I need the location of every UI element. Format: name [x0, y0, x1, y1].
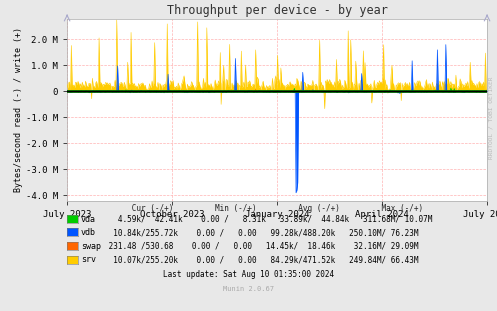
Text: Munin 2.0.67: Munin 2.0.67 — [223, 285, 274, 292]
Text: RRDTOOL / TOBI OETIKER: RRDTOOL / TOBI OETIKER — [489, 77, 494, 160]
Text: srv: srv — [81, 256, 96, 264]
Text: swap: swap — [81, 242, 101, 251]
Text: vdb: vdb — [81, 228, 96, 237]
Text: 231.48 /530.68    0.00 /   0.00   14.45k/  18.46k    32.16M/ 29.09M: 231.48 /530.68 0.00 / 0.00 14.45k/ 18.46… — [104, 242, 419, 251]
Text: vda: vda — [81, 215, 96, 224]
Text: Cur (-/+)         Min (-/+)         Avg (-/+)         Max (-/+): Cur (-/+) Min (-/+) Avg (-/+) Max (-/+) — [67, 204, 423, 213]
Text: 10.07k/255.20k    0.00 /   0.00   84.29k/471.52k   249.84M/ 66.43M: 10.07k/255.20k 0.00 / 0.00 84.29k/471.52… — [104, 256, 419, 264]
Text: 4.59k/  42.41k    0.00 /   8.31k   33.89k/  44.84k   311.68M/ 10.07M: 4.59k/ 42.41k 0.00 / 8.31k 33.89k/ 44.84… — [104, 215, 433, 224]
Y-axis label: Bytes/second read (-) / write (+): Bytes/second read (-) / write (+) — [14, 27, 23, 192]
Text: 10.84k/255.72k    0.00 /   0.00   99.28k/488.20k   250.10M/ 76.23M: 10.84k/255.72k 0.00 / 0.00 99.28k/488.20… — [104, 228, 419, 237]
Title: Throughput per device - by year: Throughput per device - by year — [166, 4, 388, 17]
Text: Last update: Sat Aug 10 01:35:00 2024: Last update: Sat Aug 10 01:35:00 2024 — [163, 270, 334, 279]
